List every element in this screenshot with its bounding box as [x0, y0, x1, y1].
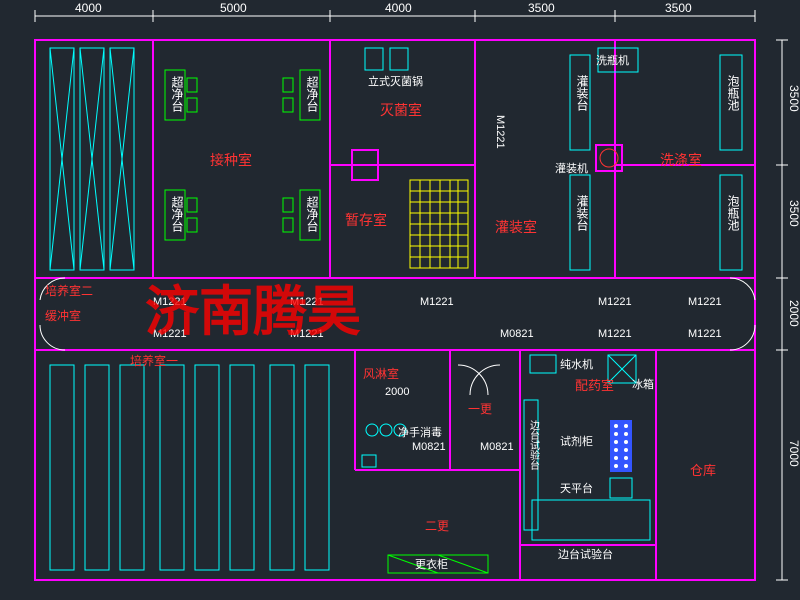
- door-label-7: M1221: [688, 328, 722, 340]
- outer-wall: [35, 40, 755, 580]
- lbl-xipingji: 洗瓶机: [596, 53, 629, 67]
- room-huanchong: 缓冲室: [45, 308, 81, 323]
- room-peiyang1: 培养室一: [130, 353, 178, 368]
- door-label-12: M1221: [688, 296, 722, 308]
- room-guanzhuang: 灌装室: [495, 219, 537, 235]
- room-yigeng: 一更: [468, 402, 492, 416]
- racks-bottom: [50, 365, 329, 570]
- door-label-5: M0821: [500, 328, 534, 340]
- dim-top-2: 4000: [385, 1, 412, 15]
- dim-top-3: 3500: [528, 1, 555, 15]
- pallets: [410, 180, 468, 268]
- lbl-chaojing2: 超净台: [170, 195, 184, 232]
- dim-right-1: 3500: [787, 200, 800, 227]
- lbl-biantai-v: 边台试验台: [528, 420, 540, 471]
- lbl-jingshou: 净手消毒: [398, 425, 442, 439]
- lbl-biantai: 边台试验台: [558, 547, 613, 561]
- lbl-pp1: 泡瓶池: [726, 75, 740, 111]
- lbl-bingxiang: 冰箱: [632, 377, 654, 391]
- lbl-pp2: 泡瓶池: [726, 195, 740, 231]
- dim-small: 2000: [385, 386, 409, 398]
- dim-right-3: 7000: [787, 440, 800, 467]
- dims-top: 4000 5000 4000 3500 3500: [35, 1, 755, 22]
- room-peiyao: 配药室: [575, 378, 614, 393]
- door-label-10: M1221: [494, 115, 506, 149]
- watermark: 济南腾昊: [145, 282, 361, 342]
- lbl-shiji: 试剂柜: [560, 434, 593, 448]
- dim-top-1: 5000: [220, 1, 247, 15]
- room-cangku: 仓库: [690, 463, 716, 478]
- door-label-11: M1221: [598, 296, 632, 308]
- door-label-6: M1221: [598, 328, 632, 340]
- room-jiezhong: 接种室: [210, 152, 252, 168]
- lbl-gzt2: 灌装台: [575, 195, 589, 231]
- door-label-2: M1221: [420, 296, 454, 308]
- lbl-guanzhuangji: 灌装机: [555, 161, 588, 175]
- dims-right: 3500 3500 2000 7000: [776, 40, 800, 580]
- lbl-gzt1: 灌装台: [575, 75, 589, 111]
- lbl-lishi: 立式灭菌锅: [368, 74, 423, 88]
- dim-right-2: 2000: [787, 300, 800, 327]
- door-label-9: M0821: [480, 441, 514, 453]
- door-label-8: M0821: [412, 441, 446, 453]
- dim-top-0: 4000: [75, 1, 102, 15]
- room-fenglin: 风淋室: [363, 366, 399, 381]
- lbl-chaojing1: 超净台: [170, 75, 184, 112]
- room-miejun: 灭菌室: [380, 102, 422, 118]
- room-ergeng: 二更: [425, 519, 449, 533]
- lbl-chunshuiji: 纯水机: [560, 357, 593, 371]
- dim-right-0: 3500: [787, 85, 800, 112]
- lbl-chaojing4: 超净台: [305, 195, 319, 232]
- lbl-tianping: 天平台: [560, 481, 593, 495]
- room-zancun: 暂存室: [345, 212, 387, 228]
- racks-top-left: [50, 48, 134, 270]
- dim-top-4: 3500: [665, 1, 692, 15]
- room-peiyang2: 培养室二: [45, 283, 93, 298]
- room-xishua: 洗涤室: [660, 152, 702, 168]
- lbl-gengyi: 更衣柜: [415, 557, 448, 571]
- lbl-chaojing3: 超净台: [305, 75, 319, 112]
